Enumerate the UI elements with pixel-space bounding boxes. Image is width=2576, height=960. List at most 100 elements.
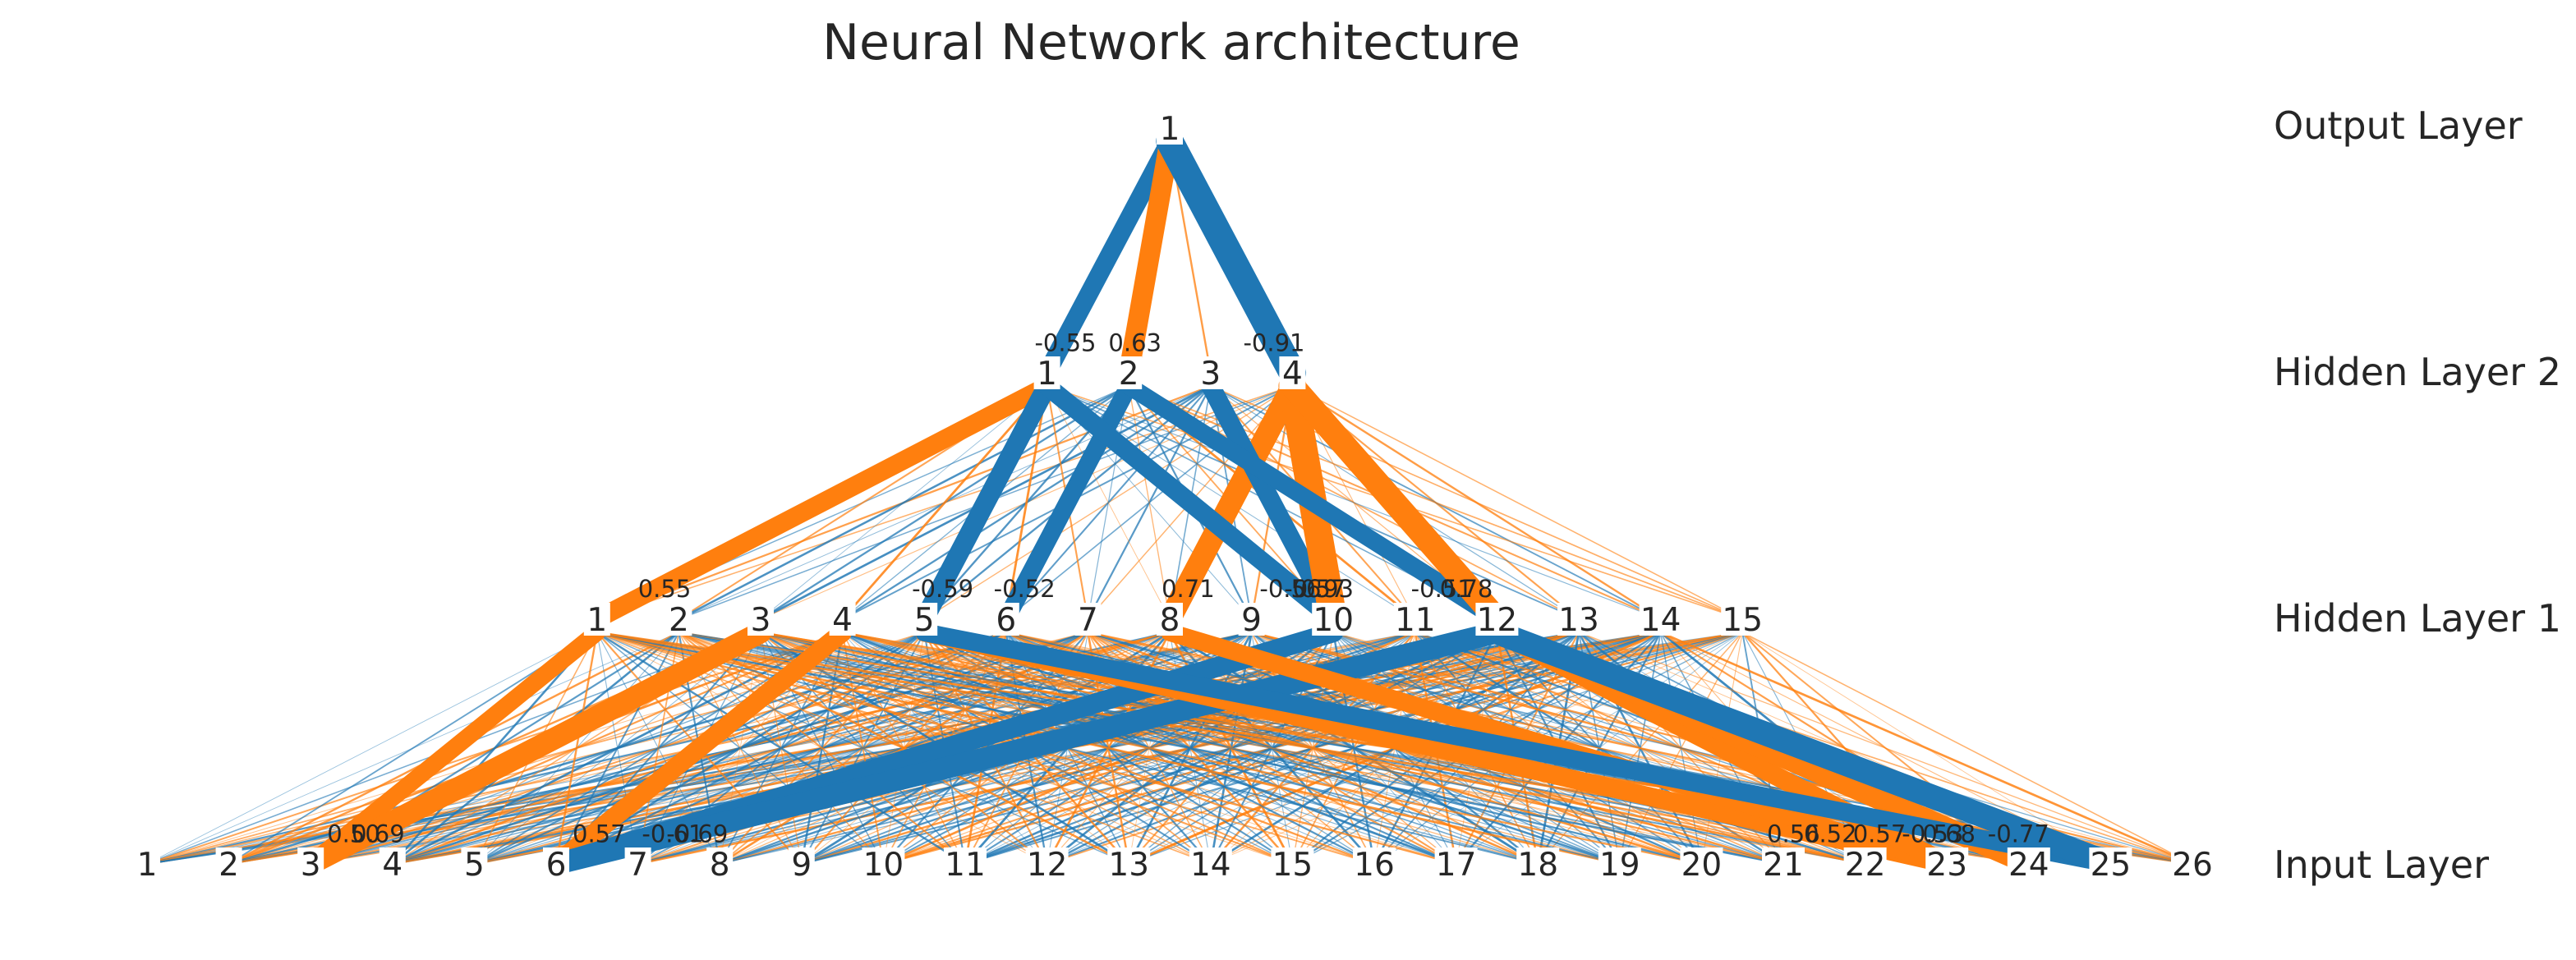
node-label-bg — [543, 847, 569, 880]
node-label-hidden2: 1 — [1037, 356, 1057, 393]
node-label-bg — [862, 847, 905, 880]
weight-label: -0.77 — [1988, 820, 2049, 847]
node-label-hidden1: 6 — [996, 602, 1016, 639]
edge — [596, 632, 639, 865]
node-label-bg — [944, 847, 987, 880]
strong-edge — [1156, 127, 1307, 387]
weight-label: -0.69 — [666, 820, 728, 847]
node-label-input: 15 — [1272, 847, 1313, 884]
node-label-bg — [1189, 847, 1232, 880]
node-label-input: 22 — [1845, 847, 1886, 884]
node-label-hidden1: 8 — [1160, 602, 1180, 639]
edge — [596, 631, 1622, 866]
node-label-bg — [992, 603, 1019, 636]
weight-label: -0.55 — [1034, 328, 1096, 356]
layer-label-output: Output Layer — [2274, 103, 2523, 148]
node-label-input: 23 — [1926, 847, 1967, 884]
node-label-input: 11 — [945, 847, 986, 884]
strong-edge — [546, 622, 853, 874]
node-label-input: 7 — [628, 847, 648, 884]
node-label-input: 18 — [1517, 847, 1558, 884]
node-label-bg — [215, 847, 242, 880]
node-label-bg — [1116, 356, 1143, 389]
node-label-hidden1: 13 — [1558, 602, 1599, 639]
node-label-bg — [1434, 847, 1478, 880]
weight-label: 0.69 — [352, 820, 405, 847]
node-label-bg — [1598, 847, 1641, 880]
weight-label: 0.52 — [1804, 820, 1857, 847]
node-label-hidden1: 7 — [1078, 602, 1098, 639]
node-label-input: 1 — [137, 847, 158, 884]
node-label-input: 16 — [1354, 847, 1395, 884]
strong-edge — [914, 376, 1057, 629]
node-label-bg — [2089, 847, 2132, 880]
weight-label: -0.59 — [912, 575, 973, 603]
node-label-hidden1: 14 — [1640, 602, 1681, 639]
node-label-bg — [748, 603, 774, 636]
weight-label: 0.68 — [1922, 820, 1976, 847]
edge — [1741, 632, 2193, 865]
node-label-input: 2 — [218, 847, 239, 884]
node-label-input: 5 — [464, 847, 485, 884]
node-label-hidden2: 4 — [1282, 356, 1303, 393]
node-label-bg — [1157, 603, 1183, 636]
node-label-hidden1: 15 — [1722, 602, 1763, 639]
node-label-hidden2: 2 — [1119, 356, 1139, 393]
node-label-bg — [1762, 847, 1805, 880]
node-label-input: 14 — [1190, 847, 1231, 884]
node-label-bg — [788, 847, 815, 880]
node-label-input: 25 — [2091, 847, 2132, 884]
strong-edge — [1037, 376, 1343, 629]
node-label-hidden1: 5 — [914, 602, 935, 639]
weight-label: 0.57 — [573, 820, 626, 847]
node-label-input: 24 — [2008, 847, 2049, 884]
edge — [1046, 385, 1662, 620]
node-label-input: 21 — [1763, 847, 1804, 884]
strong-edge — [587, 376, 1056, 629]
strong-edge — [1484, 620, 2123, 876]
strong-edge — [1158, 374, 1304, 631]
node-label-bg — [297, 847, 324, 880]
node-label-input: 17 — [1436, 847, 1477, 884]
node-label-bg — [1639, 603, 1682, 636]
weight-label: 0.57 — [1853, 820, 1907, 847]
node-label-bg — [1312, 603, 1355, 636]
strong-edge — [545, 621, 1508, 875]
node-label-bg — [2171, 847, 2214, 880]
node-label-bg — [706, 847, 734, 880]
node-label-bg — [1353, 847, 1396, 880]
node-label-bg — [1680, 847, 1723, 880]
node-label-bg — [1279, 356, 1306, 389]
node-label-output: 1 — [1160, 111, 1180, 148]
node-label-bg — [1721, 603, 1764, 636]
node-label-bg — [1843, 847, 1887, 880]
node-label-bg — [1238, 603, 1265, 636]
edge — [1005, 384, 1048, 621]
node-label-input: 20 — [1681, 847, 1723, 884]
edge — [760, 385, 1048, 620]
layer-label-hidden-1: Hidden Layer 1 — [2274, 596, 2561, 641]
strong-edge — [1120, 377, 1506, 628]
node-label-input: 9 — [791, 847, 812, 884]
node-label-bg — [911, 603, 938, 636]
strong-edge — [301, 623, 606, 873]
edge — [1046, 385, 1171, 620]
node-label-input: 12 — [1027, 847, 1068, 884]
strong-edge — [1037, 131, 1180, 383]
edge — [596, 632, 1948, 865]
node-label-bg — [665, 603, 692, 636]
node-label-bg — [1025, 847, 1069, 880]
node-label-bg — [461, 847, 488, 880]
edge — [1659, 631, 2194, 866]
edge — [841, 384, 1048, 621]
node-label-bg — [624, 847, 651, 880]
layer-label-input: Input Layer — [2274, 843, 2489, 887]
node-label-hidden1: 1 — [586, 602, 607, 639]
weight-label: 0.93 — [1300, 575, 1354, 603]
weight-label: -0.52 — [994, 575, 1056, 603]
node-label-bg — [1107, 847, 1151, 880]
node-label-bg — [829, 603, 856, 636]
node-label-hidden1: 12 — [1477, 602, 1518, 639]
weight-label: 0.71 — [1162, 575, 1215, 603]
